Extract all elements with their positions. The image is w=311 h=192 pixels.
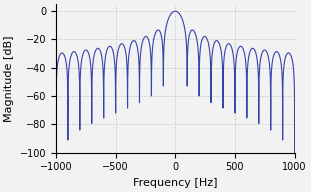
Y-axis label: Magnitude [dB]: Magnitude [dB] — [4, 35, 14, 122]
X-axis label: Frequency [Hz]: Frequency [Hz] — [133, 178, 217, 188]
